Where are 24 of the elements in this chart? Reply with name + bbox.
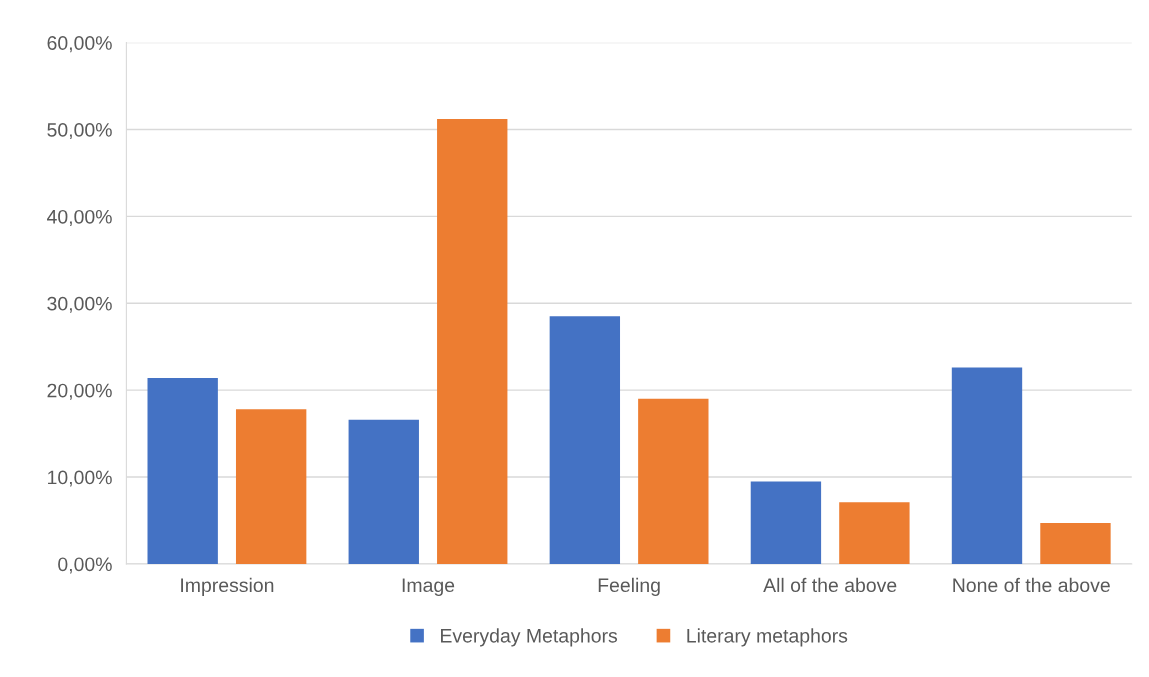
bar: [839, 502, 910, 564]
x-tick-label: Impression: [181, 577, 274, 596]
x-tick-label: None of the above: [953, 577, 1110, 593]
bar: [1040, 523, 1111, 564]
x-tick-label: Image: [402, 578, 455, 596]
y-tick-label: 10,00%: [48, 470, 112, 487]
y-tick-label: 60,00%: [47, 36, 112, 53]
legend-label: Everyday Metaphors: [441, 628, 618, 647]
x-tick-label: Feeling: [598, 577, 660, 596]
bar: [951, 367, 1023, 564]
x-tick-label: All of the above: [763, 577, 897, 593]
legend-label: Literary metaphors: [687, 628, 848, 647]
y-tick-label: 50,00%: [47, 123, 112, 140]
y-tick-label: 20,00%: [47, 383, 112, 400]
bar: [147, 378, 218, 564]
bar: [348, 419, 419, 564]
bar: [549, 316, 621, 564]
bar: [638, 398, 709, 564]
bar: [750, 481, 822, 564]
bar: [437, 119, 508, 564]
y-tick-label: 40,00%: [47, 209, 112, 226]
y-tick-label: 0,00%: [58, 557, 112, 574]
bar: [235, 409, 307, 564]
y-tick-label: 30,00%: [47, 296, 112, 313]
